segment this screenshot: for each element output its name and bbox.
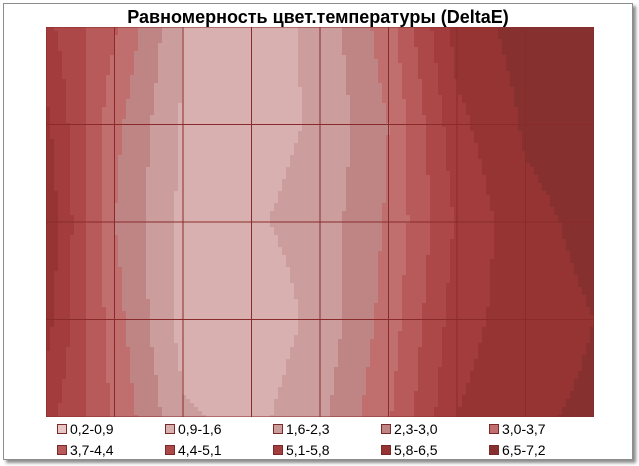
legend-swatch (57, 423, 67, 434)
contour-band-3,0-3,7 (102, 27, 410, 417)
legend-item: 3,0-3,7 (489, 418, 597, 439)
legend: 0,2-0,9 0,9-1,6 1,6-2,3 2,3-3,0 3,0-3,7 3,7-4… (57, 418, 597, 460)
legend-swatch (489, 444, 499, 455)
legend-item: 2,3-3,0 (381, 418, 489, 439)
legend-swatch (489, 423, 499, 434)
legend-label: 5,8-6,5 (394, 441, 438, 458)
legend-label: 2,3-3,0 (394, 420, 438, 437)
legend-label: 3,7-4,4 (70, 441, 114, 458)
legend-label: 0,9-1,6 (178, 420, 222, 437)
legend-item: 4,4-5,1 (165, 439, 273, 460)
legend-swatch (273, 423, 283, 434)
contour-plot (46, 27, 594, 417)
legend-item: 0,9-1,6 (165, 418, 273, 439)
legend-swatch (57, 444, 67, 455)
legend-label: 0,2-0,9 (70, 420, 114, 437)
legend-item: 5,1-5,8 (273, 439, 381, 460)
legend-swatch (381, 423, 391, 434)
legend-label: 4,4-5,1 (178, 441, 222, 458)
legend-swatch (381, 444, 391, 455)
legend-swatch (273, 444, 283, 455)
legend-item: 3,7-4,4 (57, 439, 165, 460)
legend-item: 0,2-0,9 (57, 418, 165, 439)
legend-swatch (165, 444, 175, 455)
chart-title: Равномерность цвет.температуры (DeltaE) (127, 7, 509, 27)
chart-frame: Равномерность цвет.температуры (DeltaE) … (3, 3, 633, 460)
legend-item: 5,8-6,5 (381, 439, 489, 460)
legend-swatch (165, 423, 175, 434)
contour-band-5,8-6,5 (46, 27, 594, 417)
legend-label: 5,1-5,8 (286, 441, 330, 458)
legend-label: 3,0-3,7 (502, 420, 546, 437)
legend-label: 1,6-2,3 (286, 420, 330, 437)
legend-label: 6,5-7,2 (502, 441, 546, 458)
legend-item: 6,5-7,2 (489, 439, 597, 460)
contour-band-2,3-3,0 (114, 27, 390, 417)
contour-band-3,7-4,4 (86, 27, 430, 417)
legend-item: 1,6-2,3 (273, 418, 381, 439)
contour-band-5,1-5,8 (46, 27, 494, 417)
